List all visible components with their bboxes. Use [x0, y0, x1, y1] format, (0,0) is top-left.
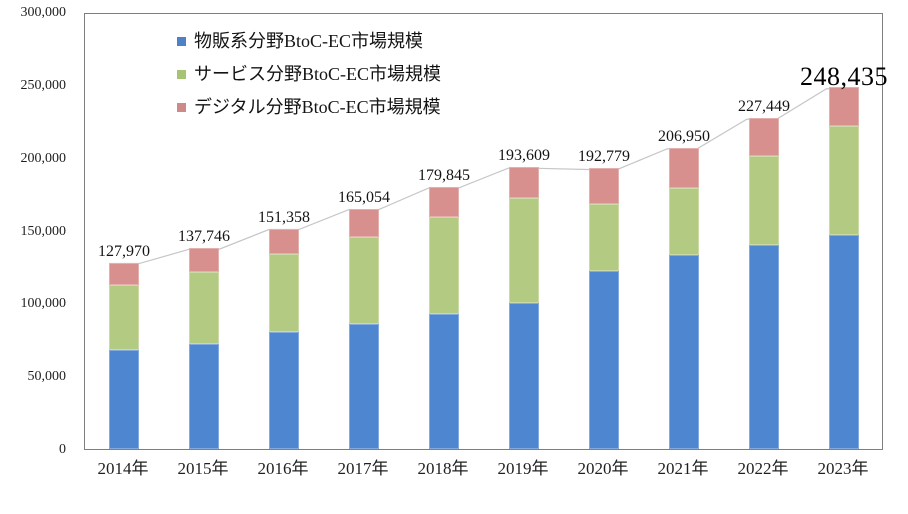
- segment-physical-goods-2015: [189, 343, 219, 449]
- segment-digital-2022: [749, 117, 779, 156]
- segment-physical-goods-2022: [749, 245, 779, 449]
- plot-area: 127,970 137,746 151,358 165,054 179,845 193,6…: [84, 13, 888, 450]
- x-tick-2018: 2018年: [417, 459, 469, 478]
- segment-service-2022: [749, 155, 779, 246]
- total-label-2015: 137,746: [178, 228, 230, 246]
- legend-marker-service-icon: [177, 69, 186, 79]
- x-tick-2016: 2016年: [257, 459, 309, 478]
- total-label-2018: 179,845: [418, 167, 470, 185]
- segment-digital-2015: [189, 248, 219, 273]
- segment-physical-goods-2020: [589, 270, 619, 449]
- legend-item-service: サービス分野BtoC-EC市場規模: [177, 64, 441, 84]
- total-label-2019: 193,609: [498, 146, 550, 164]
- legend-label-physical-goods: 物販系分野BtoC-EC市場規模: [194, 31, 424, 51]
- x-tick-2017: 2017年: [337, 459, 389, 478]
- legend-item-digital: デジタル分野BtoC-EC市場規模: [177, 97, 441, 117]
- segment-service-2016: [269, 254, 299, 333]
- legend-label-service: サービス分野BtoC-EC市場規模: [194, 64, 442, 84]
- y-tick-250000: 250,000: [20, 77, 67, 93]
- segment-service-2020: [589, 204, 619, 271]
- x-tick-2021: 2021年: [657, 459, 709, 478]
- x-tick-2020: 2020年: [577, 459, 629, 478]
- x-tick-2019: 2019年: [497, 459, 549, 478]
- x-tick-2015: 2015年: [177, 459, 229, 478]
- segment-physical-goods-2017: [349, 323, 379, 449]
- total-label-2016: 151,358: [258, 208, 310, 226]
- total-label-2022: 227,449: [738, 97, 790, 115]
- y-tick-200000: 200,000: [20, 150, 67, 166]
- segment-service-2018: [429, 216, 459, 314]
- segment-digital-2016: [269, 228, 299, 255]
- segment-digital-2019: [509, 166, 539, 199]
- total-label-2023: 248,435: [800, 62, 888, 92]
- segment-physical-goods-2018: [429, 313, 459, 449]
- x-tick-2014: 2014年: [97, 459, 149, 478]
- y-tick-50000: 50,000: [27, 369, 67, 385]
- segment-digital-2018: [429, 187, 459, 217]
- total-label-2020: 192,779: [578, 148, 630, 166]
- segment-physical-goods-2023: [829, 235, 859, 449]
- y-tick-150000: 150,000: [20, 223, 67, 239]
- segment-service-2014: [109, 284, 139, 350]
- x-tick-2023: 2023年: [817, 459, 869, 478]
- total-label-2021: 206,950: [658, 127, 710, 145]
- segment-digital-2020: [589, 168, 619, 205]
- total-label-2017: 165,054: [338, 188, 390, 206]
- segment-digital-2023: [829, 87, 859, 126]
- total-label-2014: 127,970: [98, 242, 150, 260]
- segment-service-2017: [349, 236, 379, 324]
- y-tick-100000: 100,000: [20, 296, 67, 312]
- segment-service-2021: [669, 187, 699, 256]
- segment-digital-2014: [109, 262, 139, 285]
- segment-service-2023: [829, 125, 859, 236]
- segment-physical-goods-2014: [109, 349, 139, 449]
- y-tick-300000: 300,000: [20, 5, 67, 20]
- segment-service-2015: [189, 272, 219, 344]
- segment-physical-goods-2021: [669, 255, 699, 449]
- legend-item-physical-goods: 物販系分野BtoC-EC市場規模: [177, 31, 441, 51]
- legend-marker-digital-icon: [177, 102, 186, 112]
- legend-marker-physical-goods-icon: [177, 36, 186, 46]
- segment-digital-2021: [669, 147, 699, 188]
- segment-physical-goods-2016: [269, 332, 299, 449]
- legend-label-digital: デジタル分野BtoC-EC市場規模: [194, 97, 441, 117]
- x-tick-2022: 2022年: [737, 459, 789, 478]
- segment-digital-2017: [349, 208, 379, 237]
- y-tick-0: 0: [59, 442, 66, 457]
- segment-service-2019: [509, 198, 539, 303]
- legend: 物販系分野BtoC-EC市場規模 サービス分野BtoC-EC市場規模 デジタル分…: [177, 31, 441, 117]
- segment-physical-goods-2019: [509, 302, 539, 449]
